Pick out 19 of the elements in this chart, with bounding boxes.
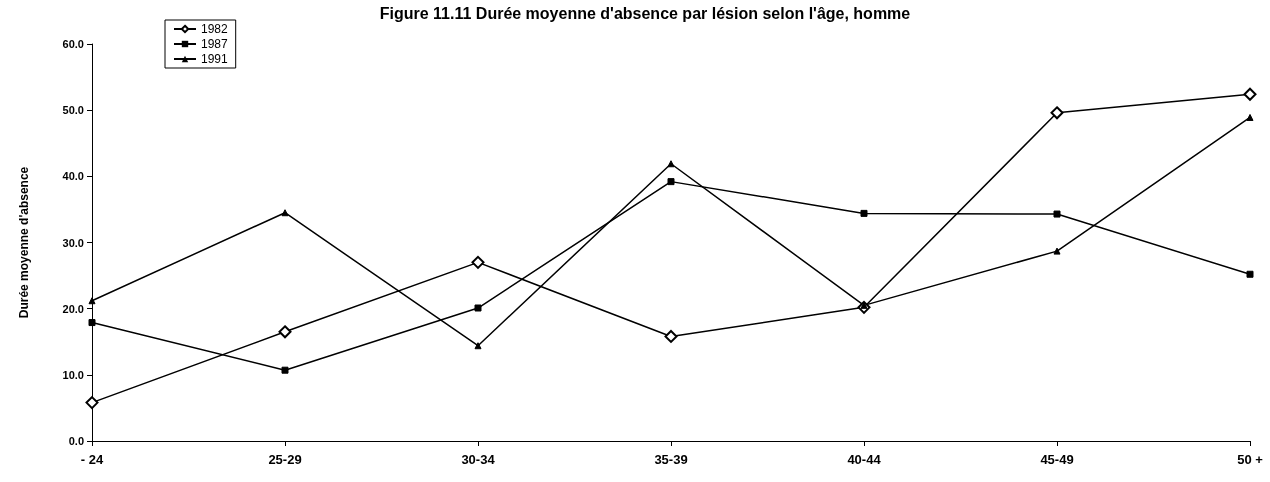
x-tick-label: 40-44 xyxy=(847,452,882,467)
x-tick-label: 35-39 xyxy=(654,452,688,467)
x-tick-label: 25-29 xyxy=(268,452,302,467)
y-tick-label: 10.0 xyxy=(62,368,84,381)
legend-label: 1982 xyxy=(201,22,229,36)
y-axis-title: Durée moyenne d'absence xyxy=(17,166,31,319)
y-tick-label: 60.0 xyxy=(62,38,84,50)
x-tick-label: 50 + xyxy=(1237,452,1264,467)
legend-label: 1987 xyxy=(201,37,229,51)
y-tick-label: 30.0 xyxy=(62,236,84,249)
x-tick-label: - 24 xyxy=(80,452,104,467)
x-tick-label: 30-34 xyxy=(461,452,496,467)
y-tick-label: 20.0 xyxy=(62,302,84,315)
y-tick-label: 50.0 xyxy=(62,104,84,117)
x-tick-label: 45-49 xyxy=(1040,452,1074,467)
chart-title: Figure 11.11 Durée moyenne d'absence par lésion selon l'âge, homme xyxy=(379,4,911,22)
y-tick-label: 40.0 xyxy=(62,170,84,183)
legend-label: 1991 xyxy=(201,52,229,66)
y-tick-label: 0.0 xyxy=(68,435,84,447)
